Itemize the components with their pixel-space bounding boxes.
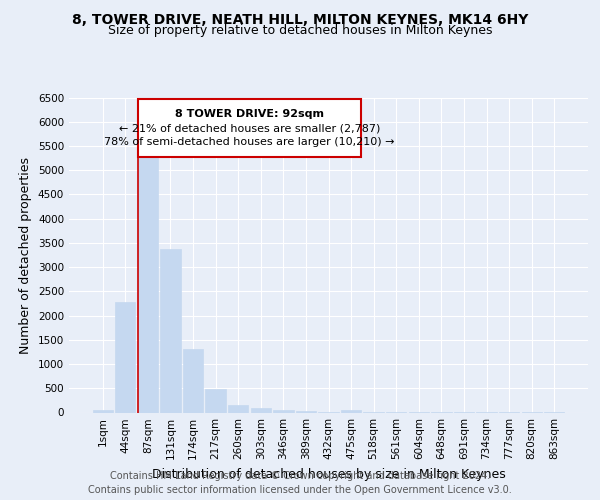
Bar	[205, 389, 226, 412]
Bar	[341, 410, 361, 412]
Bar	[296, 411, 316, 412]
Bar	[251, 408, 271, 412]
Bar	[92, 410, 113, 412]
Text: 78% of semi-detached houses are larger (10,210) →: 78% of semi-detached houses are larger (…	[104, 138, 395, 147]
Bar	[115, 302, 136, 412]
Bar	[183, 349, 203, 412]
X-axis label: Distribution of detached houses by size in Milton Keynes: Distribution of detached houses by size …	[152, 468, 505, 481]
Text: 8 TOWER DRIVE: 92sqm: 8 TOWER DRIVE: 92sqm	[175, 108, 324, 118]
Text: ← 21% of detached houses are smaller (2,787): ← 21% of detached houses are smaller (2,…	[119, 123, 380, 133]
FancyBboxPatch shape	[138, 100, 361, 156]
Text: Contains HM Land Registry data © Crown copyright and database right 2024.
Contai: Contains HM Land Registry data © Crown c…	[88, 471, 512, 495]
Bar	[273, 410, 293, 412]
Text: Size of property relative to detached houses in Milton Keynes: Size of property relative to detached ho…	[108, 24, 492, 37]
Bar	[228, 404, 248, 412]
Text: 8, TOWER DRIVE, NEATH HILL, MILTON KEYNES, MK14 6HY: 8, TOWER DRIVE, NEATH HILL, MILTON KEYNE…	[72, 12, 528, 26]
Bar	[138, 148, 158, 412]
Bar	[160, 248, 181, 412]
Y-axis label: Number of detached properties: Number of detached properties	[19, 156, 32, 354]
